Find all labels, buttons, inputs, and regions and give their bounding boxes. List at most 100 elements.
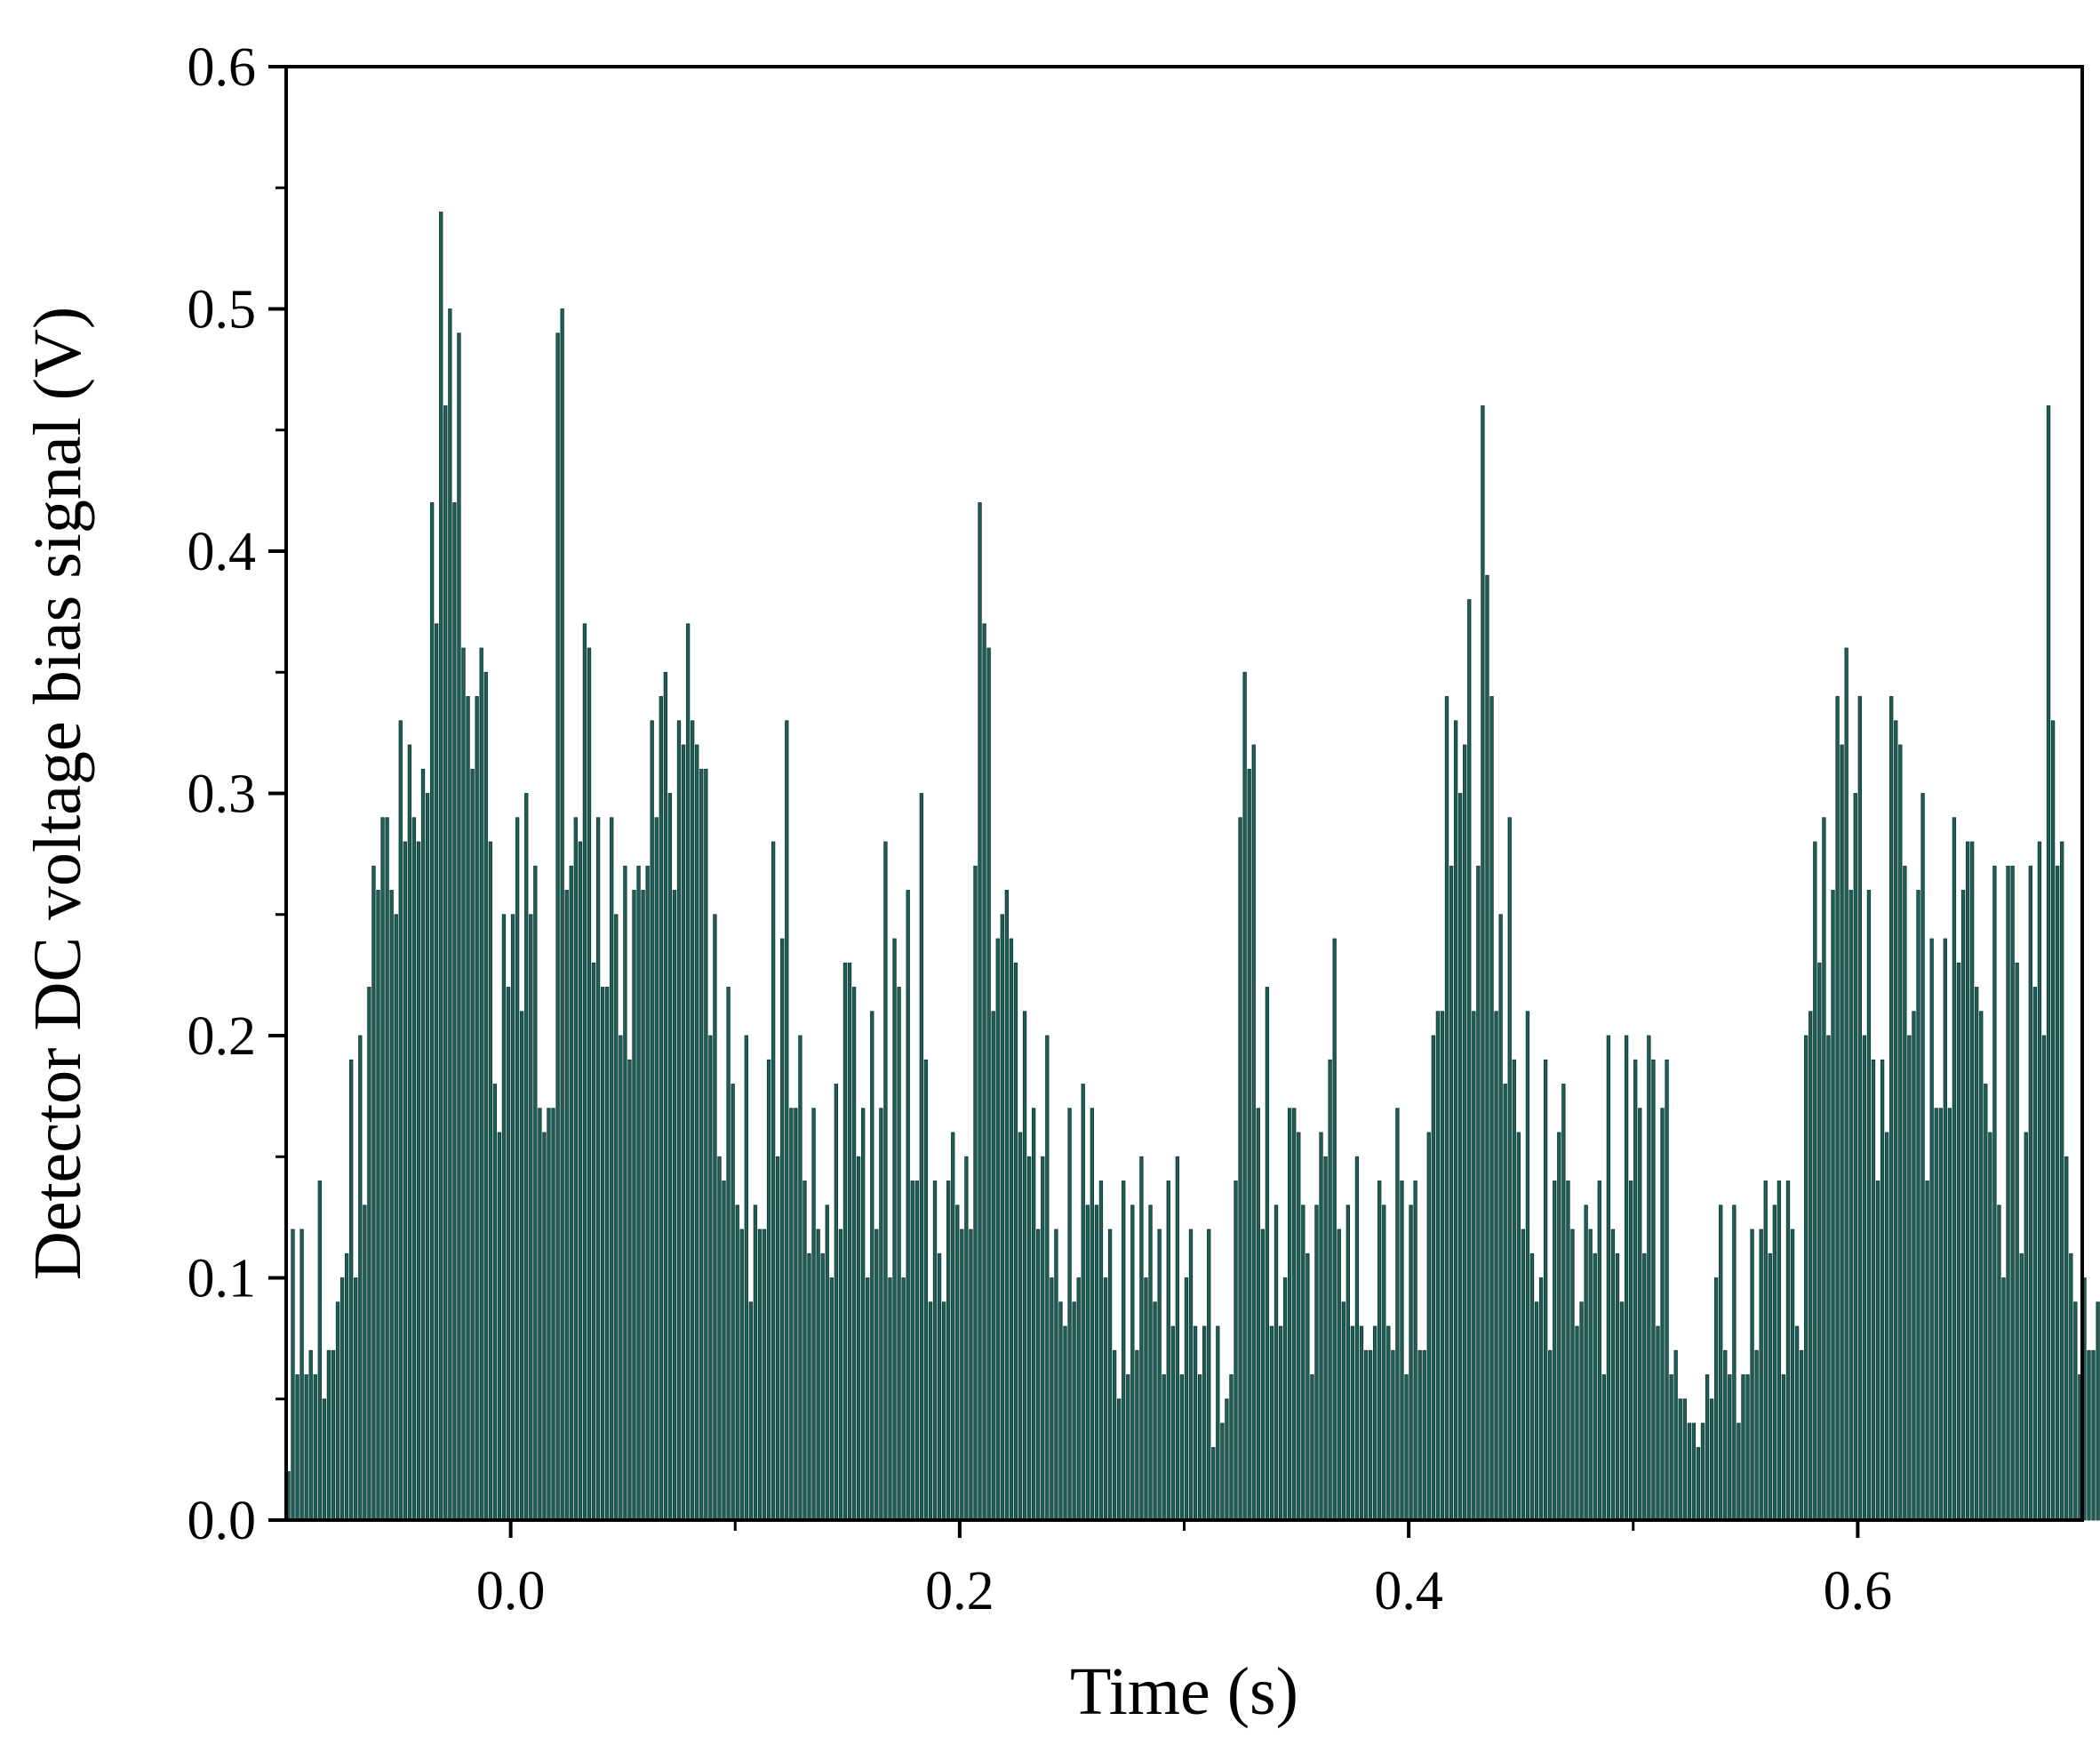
- bar: [995, 938, 1000, 1521]
- bar: [1969, 841, 1975, 1521]
- x-tick-label: 0.6: [1824, 1561, 1893, 1621]
- bar: [1669, 1374, 1673, 1521]
- bar: [1045, 1035, 1050, 1521]
- bar: [928, 1301, 933, 1521]
- bar: [2010, 865, 2015, 1521]
- bar: [1875, 1181, 1880, 1521]
- bar: [1175, 1156, 1180, 1521]
- bar: [748, 1301, 754, 1521]
- bar: [735, 1205, 739, 1521]
- bar: [1354, 1156, 1360, 1521]
- bar: [1323, 1156, 1328, 1521]
- bar: [879, 1108, 883, 1521]
- bar: [398, 720, 403, 1521]
- x-tick-label: 0.4: [1374, 1561, 1443, 1621]
- bar: [1732, 1205, 1737, 1521]
- bar: [1076, 1277, 1081, 1521]
- bar: [560, 308, 564, 1521]
- bar: [1282, 1277, 1288, 1521]
- bar: [2050, 720, 2056, 1521]
- bar: [1085, 1205, 1090, 1521]
- bar: [1242, 671, 1247, 1521]
- bar: [744, 1035, 748, 1521]
- x-tick-label: 0.2: [925, 1561, 994, 1621]
- bar: [955, 1205, 960, 1521]
- bar: [946, 1181, 951, 1521]
- bar: [1651, 1059, 1656, 1521]
- bar: [842, 962, 848, 1521]
- bar: [1984, 1084, 1988, 1521]
- bar: [452, 502, 457, 1521]
- bars-layer: [286, 212, 2100, 1521]
- plot-frame: [284, 65, 2084, 1522]
- bar: [964, 1156, 969, 1521]
- bar: [654, 817, 659, 1521]
- x-axis: 0.0 0.2 0.4 0.6: [476, 1520, 1892, 1621]
- bar: [739, 1229, 744, 1521]
- bar: [483, 671, 488, 1521]
- bar: [524, 793, 529, 1521]
- bar: [1794, 1325, 1800, 1521]
- bar: [1907, 1035, 1912, 1521]
- bar: [1840, 744, 1844, 1521]
- bar: [1072, 1301, 1076, 1521]
- y-tick-label: 0.6: [188, 37, 257, 98]
- bar: [582, 623, 587, 1521]
- bar: [492, 1084, 498, 1521]
- bar: [403, 841, 407, 1521]
- bar: [1642, 1253, 1647, 1521]
- bar: [713, 914, 717, 1521]
- bar: [1813, 841, 1817, 1521]
- bar: [1251, 744, 1256, 1521]
- bar: [1216, 1325, 1220, 1521]
- bar: [1463, 744, 1467, 1521]
- bar: [866, 1277, 870, 1521]
- bar: [1988, 1132, 1992, 1521]
- bar: [1225, 1398, 1229, 1521]
- bar: [623, 865, 627, 1521]
- bar: [1597, 1181, 1601, 1521]
- bar: [610, 817, 614, 1521]
- bar: [1018, 1132, 1023, 1521]
- bar: [1713, 1277, 1719, 1521]
- bar: [960, 1229, 964, 1521]
- bar: [1947, 1108, 1952, 1521]
- bar: [901, 1277, 906, 1521]
- bar: [2073, 1301, 2078, 1521]
- bar: [663, 671, 668, 1521]
- bar: [1656, 1325, 1660, 1521]
- bar: [847, 962, 852, 1521]
- bar: [564, 890, 569, 1521]
- bar: [1081, 1084, 1085, 1521]
- bar: [479, 647, 483, 1521]
- bar: [1566, 1181, 1570, 1521]
- bar: [1538, 1277, 1544, 1521]
- bar: [978, 502, 982, 1521]
- bar: [1606, 1035, 1611, 1521]
- bar: [2032, 987, 2038, 1521]
- bar: [1561, 1084, 1566, 1521]
- bar: [2091, 1349, 2096, 1521]
- bar: [1768, 1253, 1772, 1521]
- bar: [762, 1229, 767, 1521]
- bar: [1274, 1205, 1279, 1521]
- bar: [1772, 1205, 1777, 1521]
- bar: [1934, 1108, 1938, 1521]
- bar: [1745, 1374, 1750, 1521]
- bar: [533, 865, 538, 1521]
- bar: [897, 987, 901, 1521]
- bar: [1435, 1011, 1441, 1521]
- bar: [470, 768, 475, 1521]
- bar: [1377, 1181, 1382, 1521]
- bar: [1050, 1277, 1054, 1521]
- bar: [1382, 1205, 1386, 1521]
- bar: [708, 1035, 713, 1521]
- bar: [2019, 1253, 2024, 1521]
- bar: [1943, 938, 1947, 1521]
- bar: [951, 1132, 955, 1521]
- bar: [1337, 1229, 1341, 1521]
- bar: [807, 1253, 811, 1521]
- bar: [874, 1229, 879, 1521]
- bar: [1440, 1011, 1445, 1521]
- bar: [394, 914, 398, 1521]
